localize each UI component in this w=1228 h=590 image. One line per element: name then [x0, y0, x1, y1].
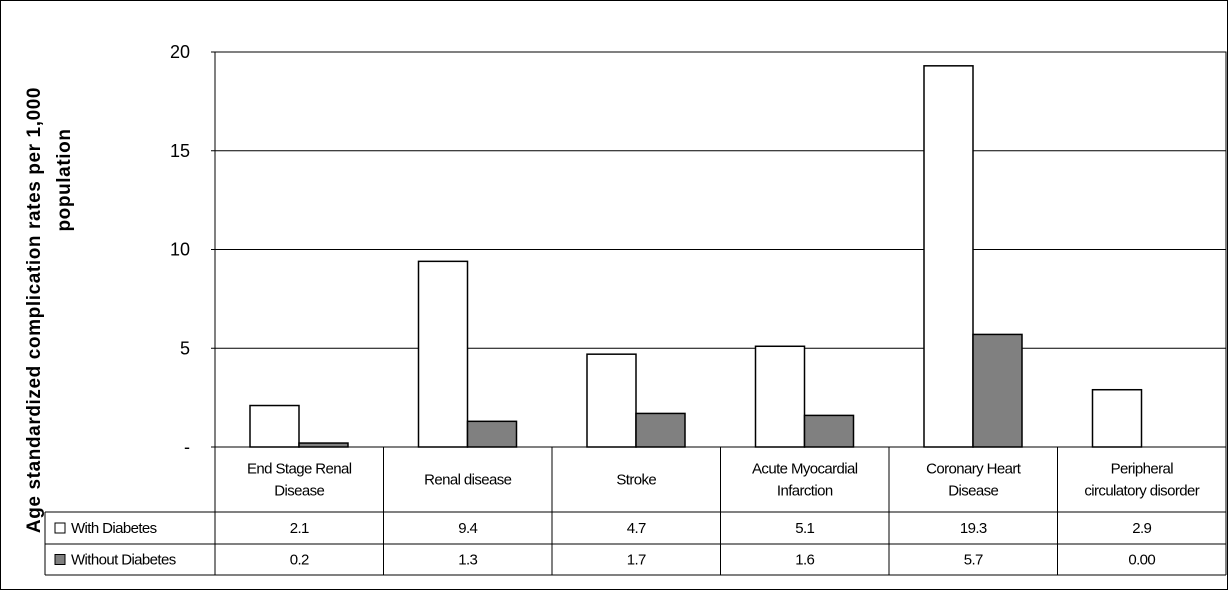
bar	[417, 260, 469, 448]
bar	[249, 404, 300, 448]
data-label: 1.3	[458, 552, 477, 569]
data-label: 5.1	[795, 520, 814, 537]
data-label: 9.4	[458, 520, 477, 537]
bar	[586, 353, 637, 448]
data-label: 0.2	[290, 552, 309, 569]
bar	[466, 420, 518, 448]
y-tick-label: 5	[180, 338, 190, 358]
data-label: 4.7	[627, 520, 646, 537]
category-label: Disease	[274, 483, 324, 500]
bar	[972, 333, 1023, 448]
data-label: 19.3	[960, 520, 987, 537]
data-label: 1.7	[627, 552, 646, 569]
bar	[298, 442, 349, 448]
bar	[1091, 388, 1143, 448]
legend-label: Without Diabetes	[71, 552, 176, 569]
legend-label: With Diabetes	[71, 520, 157, 537]
y-axis-title: Age standardized complication rates per …	[24, 87, 45, 533]
data-label: 5.7	[964, 552, 983, 569]
bar	[635, 412, 686, 448]
category-label: Disease	[948, 483, 998, 500]
legend-key	[54, 522, 66, 534]
bar	[754, 345, 806, 448]
y-tick-label: 20	[170, 42, 190, 62]
y-tick-label: 10	[170, 240, 190, 260]
y-tick-label: 15	[170, 141, 190, 161]
category-label: Peripheral	[1111, 461, 1174, 478]
category-label: Infarction	[777, 483, 833, 500]
y-tick-label: -	[184, 437, 190, 457]
data-label: 0.00	[1128, 552, 1155, 569]
bar	[803, 414, 855, 448]
data-label: 2.9	[1132, 520, 1151, 537]
data-label: 1.6	[795, 552, 814, 569]
category-label: Acute Myocardial	[752, 461, 858, 478]
category-label: End Stage Renal	[247, 461, 352, 478]
data-label: 2.1	[290, 520, 309, 537]
y-axis-title: population	[54, 128, 75, 231]
category-label: Renal disease	[424, 472, 512, 489]
category-label: circulatory disorder	[1084, 483, 1199, 500]
category-label: Stroke	[616, 472, 656, 489]
bar	[923, 65, 974, 448]
legend-key	[54, 554, 66, 565]
category-label: Coronary Heart	[926, 461, 1022, 478]
